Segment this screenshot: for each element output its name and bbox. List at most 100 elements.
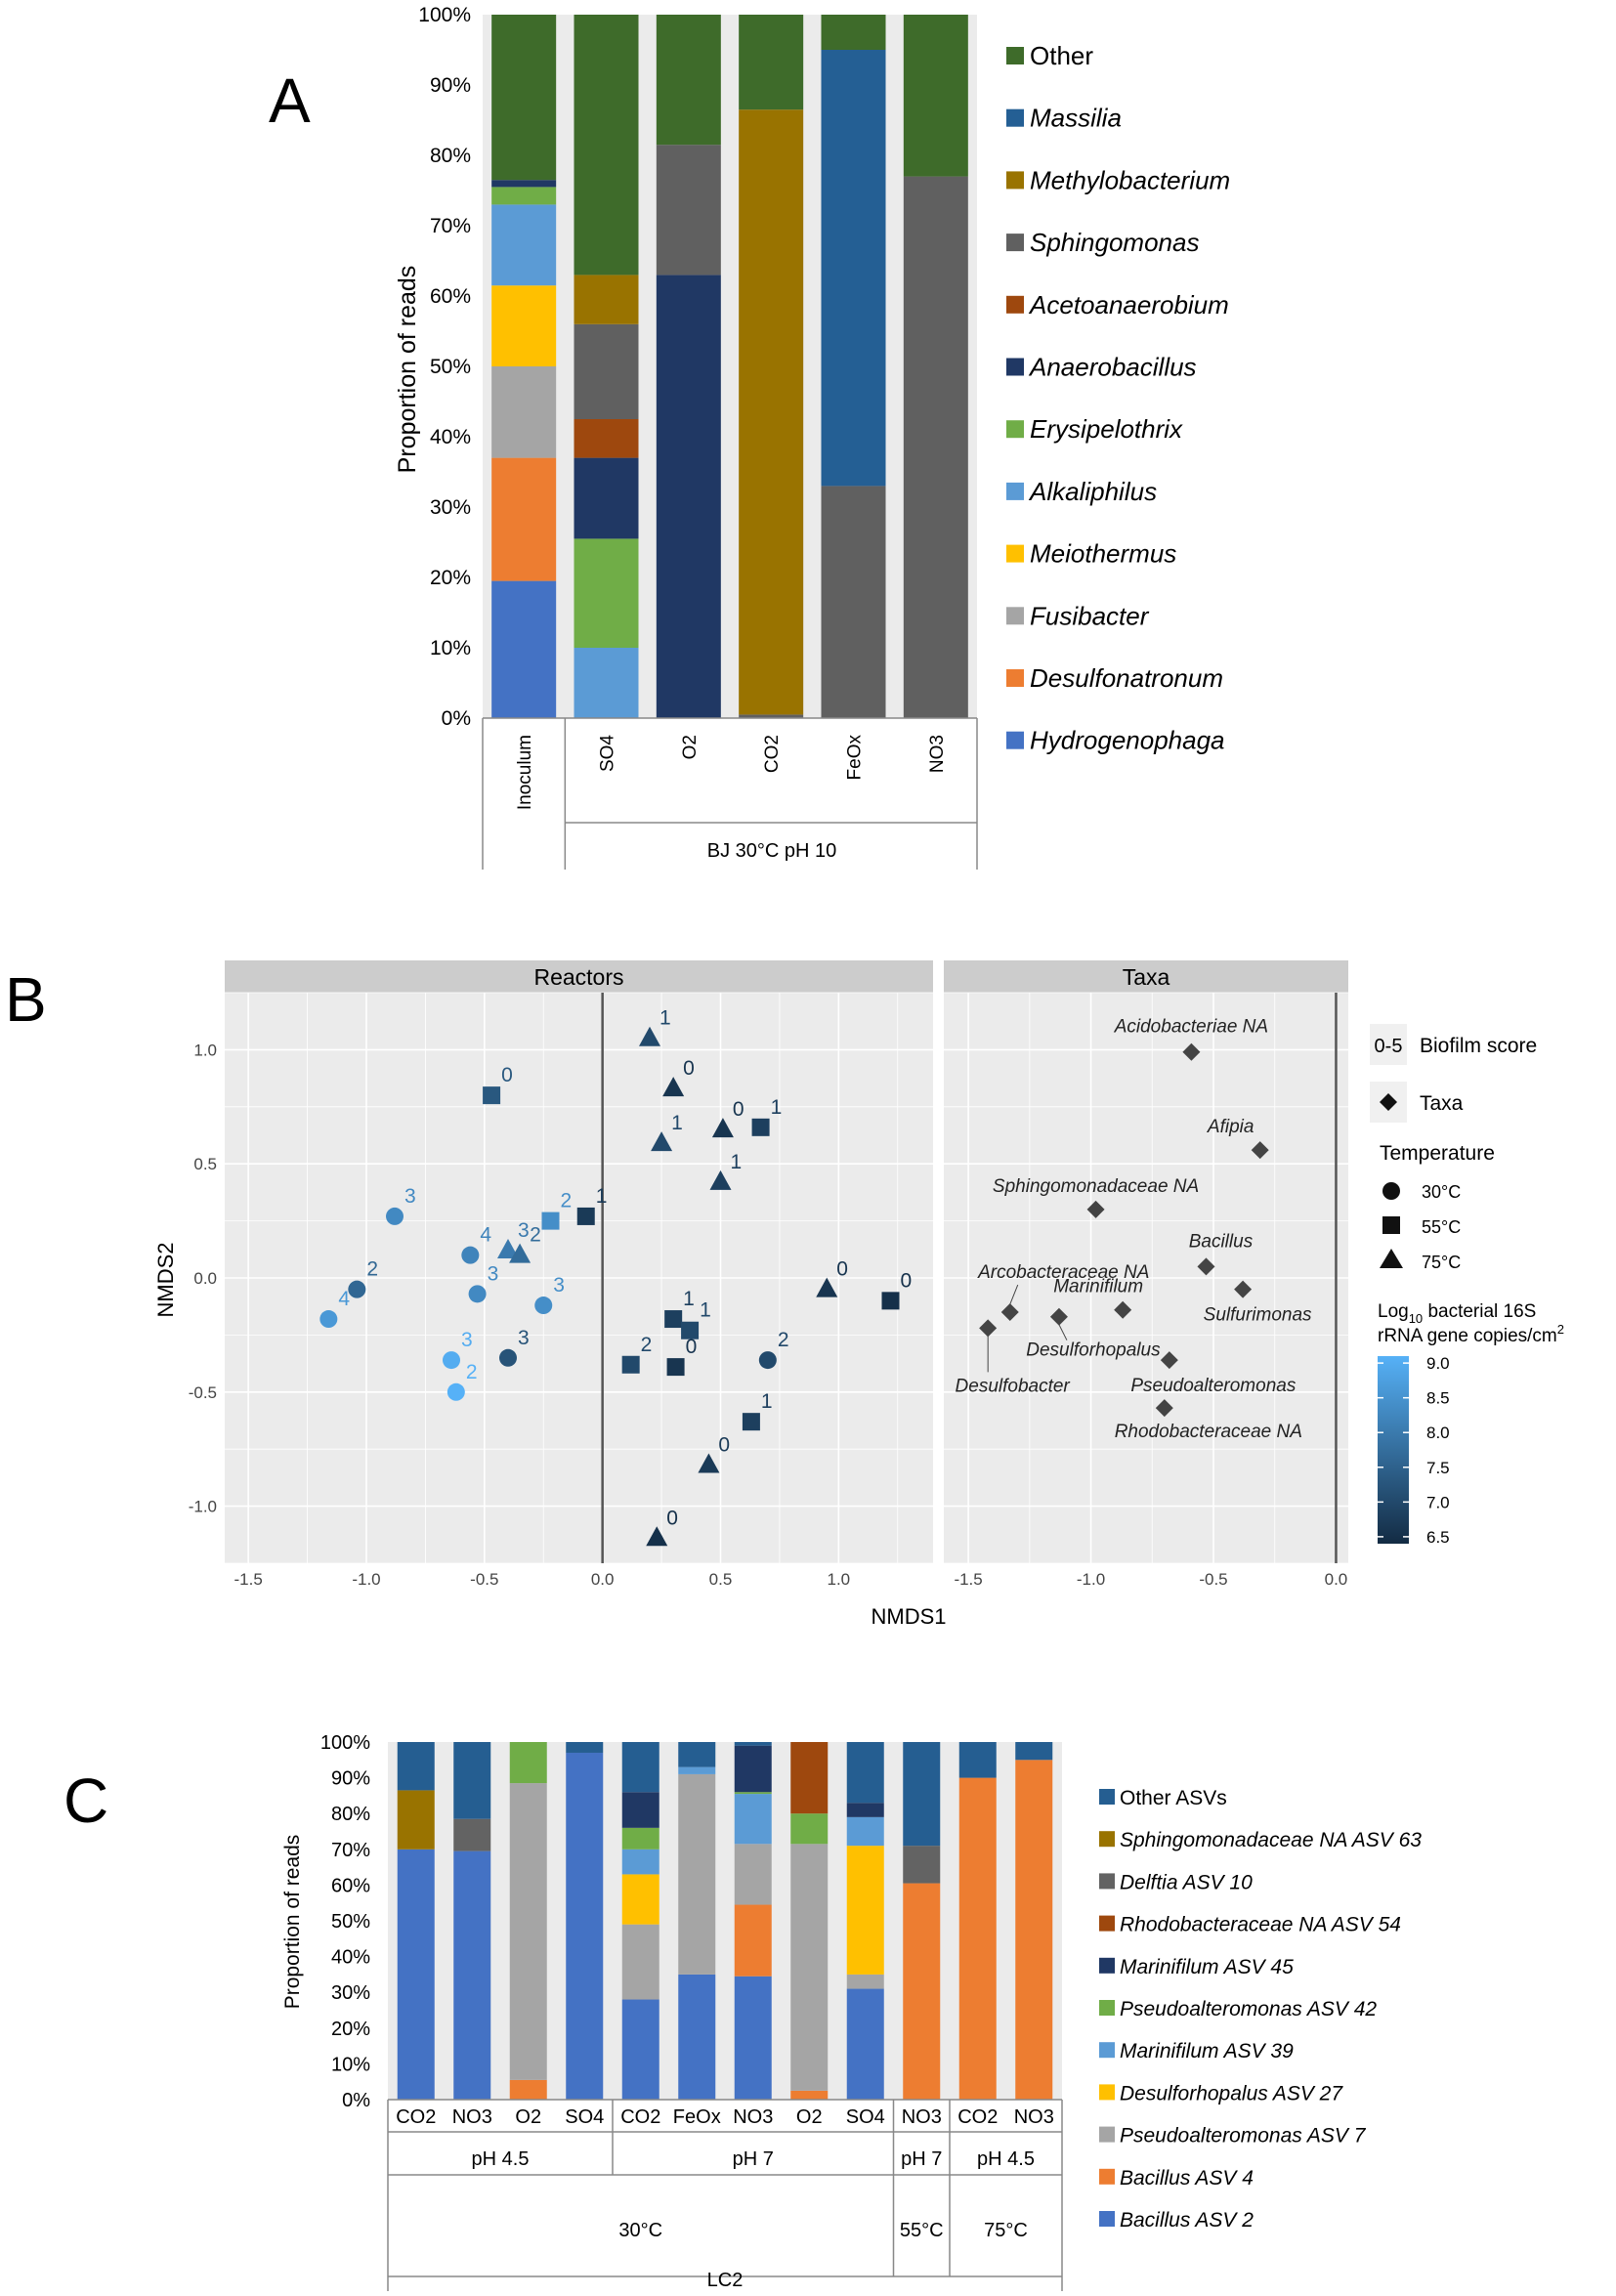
chart-a-xtick: FeOx xyxy=(845,735,866,781)
bar-c-6-other-asvs xyxy=(734,1742,772,1746)
chart-c: Proportion of reads 0% 10% 20% 30% 40% 50% 60%… xyxy=(281,1732,1422,2291)
reactor-point-circle xyxy=(534,1297,553,1315)
reactor-point-label: 1 xyxy=(671,1112,683,1134)
reactor-point-label: 0 xyxy=(733,1098,744,1121)
legend-c-label-desulforhopalus-asv-27: Desulforhopalus ASV 27 xyxy=(1120,2082,1343,2105)
bar-c-4-pseudoalteromonas-asv-7 xyxy=(621,1924,659,2000)
chart-a-xtick: CO2 xyxy=(762,735,783,773)
reactor-point-circle xyxy=(758,1351,777,1370)
facet-strip-taxa xyxy=(944,960,1348,993)
legend-b-shape-circle xyxy=(1382,1182,1400,1200)
bar-c-4-desulforhopalus-asv-27 xyxy=(621,1874,659,1925)
reactor-point-label: 3 xyxy=(518,1327,530,1349)
bar-inoculum-other xyxy=(491,15,557,181)
chart-c-ytick: 90% xyxy=(331,1768,370,1790)
reactor-point-square xyxy=(751,1118,770,1136)
legend-a-label-massilia: Massilia xyxy=(1030,104,1122,133)
bar-c-0-other-asvs xyxy=(397,1742,435,1791)
reactor-point-square xyxy=(881,1292,900,1310)
facet-label-reactors: Reactors xyxy=(533,964,623,990)
chart-c-group-temp: 75°C xyxy=(984,2220,1028,2241)
taxa-point-label: Desulforhopalus xyxy=(1026,1340,1161,1361)
bar-c-7-bacillus-asv-4 xyxy=(790,2090,829,2100)
chart-a-xtick: SO4 xyxy=(598,735,618,772)
legend-c-label-pseudoalteromonas-asv-42: Pseudoalteromonas ASV 42 xyxy=(1120,1998,1377,2020)
reactor-point-square xyxy=(742,1413,760,1431)
bar-c-7-pseudoalteromonas-asv-42 xyxy=(790,1813,829,1845)
chart-c-xtick: NO3 xyxy=(902,2106,942,2128)
taxa-point-diamond xyxy=(1155,1399,1173,1418)
reactor-point-label: 0 xyxy=(501,1064,513,1086)
reactor-point-label: 3 xyxy=(553,1274,565,1297)
legend-c-swatch-pseudoalteromonas-asv-7 xyxy=(1099,2126,1115,2143)
legend-a-swatch-acetoanaerobium xyxy=(1006,295,1024,314)
chart-c-xtick: O2 xyxy=(796,2106,823,2128)
reactor-point-triangle xyxy=(662,1077,685,1097)
legend-a-swatch-anaerobacillus xyxy=(1006,358,1024,376)
chart-c-ytick: 80% xyxy=(331,1804,370,1825)
bar-c-3-other-asvs xyxy=(566,1742,604,1753)
reactor-point-label: 0 xyxy=(836,1258,848,1281)
chart-c-ylabel: Proportion of reads xyxy=(281,1835,304,2010)
reactor-point-circle xyxy=(461,1246,480,1264)
legend-a-swatch-hydrogenophaga xyxy=(1006,731,1024,749)
taxa-point-label: Marinifilum xyxy=(1053,1277,1143,1297)
bar-so4-alkaliphilus xyxy=(574,648,639,718)
bar-c-11-other-asvs xyxy=(1015,1742,1053,1761)
taxa-point-diamond xyxy=(1086,1200,1105,1218)
chart-c-group-temp: 30°C xyxy=(618,2220,662,2241)
chart-b-ytick: -0.5 xyxy=(189,1383,217,1402)
reactor-point-label: 0 xyxy=(718,1434,730,1457)
chart-c-ytick: 70% xyxy=(331,1840,370,1861)
bar-c-9-delftia-asv-10 xyxy=(903,1846,941,1884)
chart-a-ylabel: Proportion of reads xyxy=(394,266,421,474)
taxa-point-label: Bacillus xyxy=(1189,1231,1254,1252)
reactor-point-label: 2 xyxy=(561,1190,573,1212)
chart-c-xtick: SO4 xyxy=(565,2106,604,2128)
reactor-point-label: 4 xyxy=(338,1288,350,1310)
bar-c-4-bacillus-asv-2 xyxy=(621,1999,659,2100)
chart-b-ytick: -1.0 xyxy=(189,1498,217,1516)
legend-b-biofilm-label: Biofilm score xyxy=(1420,1035,1537,1057)
taxa-point-diamond xyxy=(1251,1141,1269,1160)
chart-a-plot-bg xyxy=(483,15,977,718)
reactor-point-label: 2 xyxy=(366,1258,378,1281)
legend-b-gradient-label: 6.5 xyxy=(1426,1528,1450,1547)
chart-a-group-label: BJ 30°C pH 10 xyxy=(707,840,837,862)
chart-a-ytick: 50% xyxy=(430,356,471,378)
taxa-point-diamond xyxy=(1049,1307,1068,1326)
bar-inoculum-meiothermus xyxy=(491,285,557,366)
legend-c-label-marinifilum-asv-45: Marinifilum ASV 45 xyxy=(1120,1956,1294,1978)
taxa-point-diamond xyxy=(1234,1280,1253,1298)
legend-b-gradient-label: 7.5 xyxy=(1426,1459,1450,1477)
taxa-point-label: Sulfurimonas xyxy=(1204,1305,1312,1326)
legend-a-swatch-methylobacterium xyxy=(1006,171,1024,190)
reactor-point-circle xyxy=(468,1285,487,1303)
reactor-point-square xyxy=(681,1321,700,1339)
reactor-point-square xyxy=(576,1207,595,1225)
legend-a-label-erysipelothrix: Erysipelothrix xyxy=(1030,414,1183,444)
legend-a-swatch-massilia xyxy=(1006,108,1024,127)
bar-c-10-other-asvs xyxy=(958,1742,997,1778)
reactor-point-triangle xyxy=(698,1453,720,1473)
legend-c-label-marinifilum-asv-39: Marinifilum ASV 39 xyxy=(1120,2040,1294,2062)
bar-so4-acetoanaerobium xyxy=(574,419,639,458)
bar-c-8-desulforhopalus-asv-27 xyxy=(846,1846,884,1975)
chart-c-xtick: CO2 xyxy=(396,2106,436,2128)
bar-c-5-bacillus-asv-2 xyxy=(678,1974,716,2100)
bar-o2-anaerobacillus xyxy=(656,275,721,718)
bar-o2-sphingomonas xyxy=(656,145,721,276)
bar-c-6-bacillus-asv-4 xyxy=(734,1904,772,1977)
reactor-point-triangle xyxy=(639,1026,660,1046)
legend-c-swatch-delftia-asv-10 xyxy=(1099,1873,1115,1890)
bar-feox-sphingomonas xyxy=(821,486,886,718)
chart-b-ytick: 1.0 xyxy=(193,1041,217,1059)
reactor-point-label: 2 xyxy=(641,1334,653,1356)
legend-a-label-anaerobacillus: Anaerobacillus xyxy=(1028,353,1197,382)
bar-c-7-pseudoalteromonas-asv-7 xyxy=(790,1844,829,2091)
chart-a-xtick: O2 xyxy=(680,735,701,759)
bar-c-5-pseudoalteromonas-asv-7 xyxy=(678,1773,716,1975)
reactor-point-label: 0 xyxy=(683,1057,695,1080)
bar-c-4-other-asvs xyxy=(621,1742,659,1793)
bar-c-5-other-asvs xyxy=(678,1742,716,1767)
